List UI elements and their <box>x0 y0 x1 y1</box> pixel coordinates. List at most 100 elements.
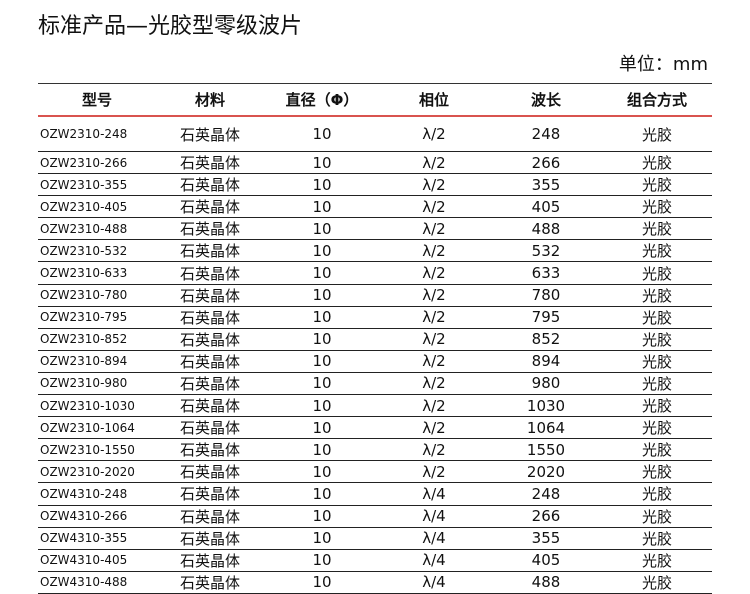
table-cell: 852 <box>531 330 561 349</box>
table-cell: 石英晶体 <box>179 374 240 393</box>
table-cell: 光胶 <box>641 264 672 283</box>
table-row: OZW2310-894 石英晶体 10 λ/2 894 光胶 <box>38 351 712 373</box>
table-cell: 10 <box>312 440 332 459</box>
table-cell: 石英晶体 <box>179 485 240 504</box>
table-cell: λ/2 <box>422 396 446 415</box>
table-cell: 780 <box>531 286 561 305</box>
table-cell: OZW2310-980 <box>40 376 128 391</box>
table-row: OZW4310-248 石英晶体 10 λ/4 248 光胶 <box>38 483 712 506</box>
table-cell: 10 <box>312 418 332 437</box>
table-cell: 石英晶体 <box>179 352 240 371</box>
table-cell: 光胶 <box>641 485 672 504</box>
table-cell: 633 <box>531 264 561 283</box>
table-cell: 光胶 <box>641 374 672 393</box>
table-cell: 10 <box>312 264 332 283</box>
table-cell: OZW2310-780 <box>40 288 128 303</box>
table-row: OZW2310-780 石英晶体 10 λ/2 780 光胶 <box>38 285 712 307</box>
table-row: OZW2310-532 石英晶体 10 λ/2 532 光胶 <box>38 240 712 263</box>
table-cell: 248 <box>531 125 561 143</box>
table-cell: OZW2310-488 <box>40 221 128 236</box>
table-cell: 2020 <box>526 462 566 481</box>
table-cell: 石英晶体 <box>179 198 240 217</box>
table-cell: OZW2310-795 <box>40 310 128 325</box>
table-cell: 石英晶体 <box>179 551 240 570</box>
table-row: OZW2310-266 石英晶体 10 λ/2 266 光胶 <box>38 152 712 175</box>
table-cell: λ/2 <box>422 241 446 260</box>
table: 型号 材料 直径（Φ） 相位 波长 组合方式 OZW2310-248 石英晶体 10 λ/2 248… <box>38 83 712 594</box>
table-cell: 1064 <box>526 418 566 437</box>
table-cell: 石英晶体 <box>179 176 240 195</box>
table-row: OZW2310-248 石英晶体 10 λ/2 248 光胶 <box>38 117 712 152</box>
table-cell: λ/4 <box>422 551 446 570</box>
header-row: 型号 材料 直径（Φ） 相位 波长 组合方式 <box>38 84 712 117</box>
column-header: 组合方式 <box>626 91 687 109</box>
table-cell: 532 <box>531 241 561 260</box>
column-header: 相位 <box>418 91 449 109</box>
table-cell: 石英晶体 <box>179 154 240 173</box>
table-cell: 光胶 <box>641 463 672 482</box>
table-cell: λ/4 <box>422 573 446 592</box>
table-cell: OZW2310-633 <box>40 266 128 281</box>
table-cell: 10 <box>312 197 332 216</box>
table-cell: 488 <box>531 219 561 238</box>
table-cell: OZW2310-248 <box>40 127 128 141</box>
table-cell: 248 <box>531 484 561 503</box>
table-cell: λ/2 <box>422 330 446 349</box>
table-cell: 石英晶体 <box>179 286 240 305</box>
table-cell: OZW2310-266 <box>40 155 128 170</box>
table-cell: OZW2310-532 <box>40 243 128 258</box>
table-cell: 10 <box>312 551 332 570</box>
table-cell: 石英晶体 <box>179 242 240 261</box>
table-cell: 10 <box>312 507 332 526</box>
table-row: OZW2310-2020 石英晶体 10 λ/2 2020 光胶 <box>38 461 712 484</box>
table-cell: 10 <box>312 153 332 172</box>
table-cell: OZW4310-266 <box>40 509 128 524</box>
table-row: OZW2310-355 石英晶体 10 λ/2 355 光胶 <box>38 174 712 197</box>
unit-label: 单位：mm <box>618 54 708 75</box>
table-cell: 石英晶体 <box>179 330 240 349</box>
table-cell: 光胶 <box>641 220 672 239</box>
table-cell: 980 <box>531 374 561 393</box>
table-cell: OZW2310-852 <box>40 332 128 347</box>
table-cell: 光胶 <box>641 154 672 173</box>
table-cell: 10 <box>312 175 332 194</box>
table-cell: OZW4310-488 <box>40 575 128 590</box>
table-cell: λ/2 <box>422 308 446 327</box>
table-cell: λ/4 <box>422 529 446 548</box>
table-row: OZW2310-795 石英晶体 10 λ/2 795 光胶 <box>38 307 712 329</box>
column-header: 材料 <box>194 91 225 109</box>
table-cell: 光胶 <box>641 551 672 570</box>
table-cell: 894 <box>531 352 561 371</box>
table-row: OZW2310-1030 石英晶体 10 λ/2 1030 光胶 <box>38 395 712 418</box>
table-row: OZW2310-633 石英晶体 10 λ/2 633 光胶 <box>38 262 712 285</box>
table-cell: OZW4310-355 <box>40 531 128 546</box>
table-row: OZW2310-980 石英晶体 10 λ/2 980 光胶 <box>38 373 712 396</box>
column-header: 波长 <box>530 91 561 109</box>
table-cell: 405 <box>531 197 561 216</box>
table-cell: 石英晶体 <box>179 419 240 438</box>
table-cell: 10 <box>312 308 332 327</box>
table-cell: λ/2 <box>422 264 446 283</box>
table-cell: 光胶 <box>641 198 672 217</box>
table-cell: λ/2 <box>422 418 446 437</box>
table-cell: λ/2 <box>422 219 446 238</box>
table-cell: 488 <box>531 573 561 592</box>
table-cell: 10 <box>312 462 332 481</box>
table-cell: OZW2310-1550 <box>40 442 135 457</box>
table-cell: 266 <box>531 507 561 526</box>
table-cell: 光胶 <box>641 397 672 416</box>
table-row: OZW2310-1550 石英晶体 10 λ/2 1550 光胶 <box>38 439 712 462</box>
table-cell: 石英晶体 <box>179 441 240 460</box>
table-cell: OZW2310-2020 <box>40 464 135 479</box>
table-row: OZW4310-266 石英晶体 10 λ/4 266 光胶 <box>38 506 712 528</box>
table-cell: 10 <box>312 352 332 371</box>
table-cell: λ/2 <box>422 352 446 371</box>
table-cell: λ/2 <box>422 374 446 393</box>
table-cell: 10 <box>312 374 332 393</box>
table-cell: 355 <box>531 529 561 548</box>
table-cell: 1550 <box>526 440 566 459</box>
table-cell: 光胶 <box>641 242 672 261</box>
table-cell: 795 <box>531 308 561 327</box>
table-cell: 10 <box>312 484 332 503</box>
